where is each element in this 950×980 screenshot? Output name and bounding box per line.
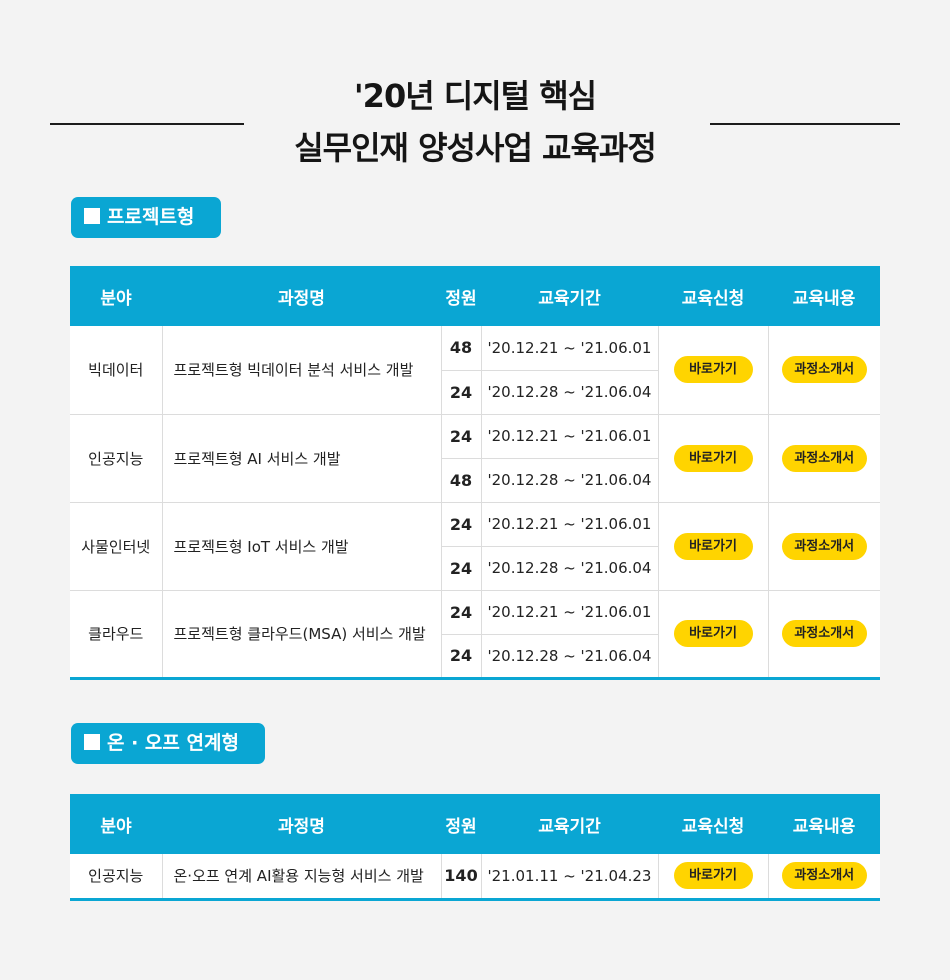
table-row: 24 '20.12.28 ~ '21.06.04 — [70, 633, 880, 680]
course-capacity: 24 — [441, 369, 482, 415]
course-capacity: 48 — [441, 457, 482, 503]
course-period: '20.12.21 ~ '21.06.01 — [480, 413, 659, 459]
course-name: 온·오프 연계 AI활용 지능형 서비스 개발 — [161, 854, 442, 901]
header-period: 교육기간 — [481, 794, 658, 854]
course-brochure-button[interactable]: 과정소개서 — [781, 532, 867, 560]
apply-cell: 바로가기 — [657, 413, 769, 503]
project-course-table: 분야 과정명 정원 교육기간 교육신청 교육내용 빅데이터 프로젝트형 빅데이터… — [70, 266, 880, 680]
course-period: '20.12.21 ~ '21.06.01 — [480, 589, 659, 635]
table-row: 사물인터넷 프로젝트형 IoT 서비스 개발 24 '20.12.21 ~ '2… — [70, 501, 880, 591]
apply-button[interactable]: 바로가기 — [673, 444, 753, 472]
info-cell: 과정소개서 — [767, 854, 880, 901]
course-period: '20.12.28 ~ '21.06.04 — [480, 633, 658, 680]
course-capacity: 24 — [441, 633, 482, 680]
info-cell: 과정소개서 — [767, 326, 880, 415]
course-brochure-button[interactable]: 과정소개서 — [781, 620, 867, 647]
info-cell: 과정소개서 — [767, 589, 880, 680]
apply-cell: 바로가기 — [657, 326, 769, 415]
info-cell: 과정소개서 — [767, 413, 880, 503]
section-tag-label: 프로젝트형 — [107, 206, 195, 228]
course-capacity: 24 — [440, 589, 482, 635]
apply-cell: 바로가기 — [657, 501, 769, 591]
header-info: 교육내용 — [768, 794, 880, 854]
header-info: 교육내용 — [768, 266, 880, 326]
course-period: '20.12.28 ~ '21.06.04 — [480, 545, 658, 591]
header-course-name: 과정명 — [162, 266, 441, 326]
header-period: 교육기간 — [481, 266, 658, 326]
header-course-name: 과정명 — [162, 794, 441, 854]
table-header-row: 분야 과정명 정원 교육기간 교육신청 교육내용 — [70, 794, 880, 854]
info-cell: 과정소개서 — [767, 501, 880, 591]
section-tag-label: 온 · 오프 연계형 — [107, 732, 239, 754]
course-capacity: 24 — [440, 501, 482, 547]
apply-button[interactable]: 바로가기 — [673, 862, 753, 890]
course-field: 인공지능 — [70, 854, 163, 901]
course-field: 빅데이터 — [70, 326, 163, 415]
title-divider-right — [710, 123, 900, 125]
table-row: 인공지능 프로젝트형 AI 서비스 개발 24 '20.12.21 ~ '21.… — [70, 413, 880, 503]
apply-button[interactable]: 바로가기 — [673, 620, 753, 647]
course-period: '21.01.11 ~ '21.04.23 — [480, 854, 659, 901]
apply-button[interactable]: 바로가기 — [673, 356, 753, 384]
table-header-row: 분야 과정명 정원 교육기간 교육신청 교육내용 — [70, 266, 880, 326]
course-name: 프로젝트형 IoT 서비스 개발 — [161, 501, 442, 591]
course-field: 클라우드 — [70, 589, 163, 680]
course-brochure-button[interactable]: 과정소개서 — [781, 356, 867, 384]
section-tag-project: 프로젝트형 — [71, 197, 221, 238]
course-name: 프로젝트형 AI 서비스 개발 — [161, 413, 442, 503]
table-row: 클라우드 프로젝트형 클라우드(MSA) 서비스 개발 24 '20.12.21… — [70, 589, 880, 680]
apply-button[interactable]: 바로가기 — [673, 532, 753, 560]
table-row: 24 '20.12.28 ~ '21.06.04 — [70, 369, 880, 415]
header-field: 분야 — [70, 266, 162, 326]
course-field: 사물인터넷 — [70, 501, 163, 591]
square-icon — [84, 734, 100, 750]
course-period: '20.12.28 ~ '21.06.04 — [480, 369, 658, 415]
header-field: 분야 — [70, 794, 162, 854]
course-name: 프로젝트형 클라우드(MSA) 서비스 개발 — [161, 589, 442, 680]
title-line-1: '20년 디지털 핵심 — [353, 77, 597, 115]
page-title: '20년 디지털 핵심 실무인재 양성사업 교육과정 — [0, 70, 950, 174]
header-capacity: 정원 — [441, 266, 481, 326]
course-capacity: 24 — [441, 545, 482, 591]
header-capacity: 정원 — [441, 794, 481, 854]
apply-cell: 바로가기 — [657, 854, 769, 901]
course-name: 프로젝트형 빅데이터 분석 서비스 개발 — [161, 326, 442, 415]
course-capacity: 48 — [440, 326, 482, 371]
blended-course-table: 분야 과정명 정원 교육기간 교육신청 교육내용 인공지능 온·오프 연계 AI… — [70, 794, 880, 901]
header-apply: 교육신청 — [658, 266, 768, 326]
table-row: 인공지능 온·오프 연계 AI활용 지능형 서비스 개발 140 '21.01.… — [70, 854, 880, 901]
course-period: '20.12.21 ~ '21.06.01 — [480, 326, 659, 371]
section-tag-online-offline: 온 · 오프 연계형 — [71, 723, 265, 764]
course-capacity: 140 — [440, 854, 482, 901]
course-field: 인공지능 — [70, 413, 163, 503]
square-icon — [84, 208, 100, 224]
course-capacity: 24 — [440, 413, 482, 459]
header-apply: 교육신청 — [658, 794, 768, 854]
course-brochure-button[interactable]: 과정소개서 — [781, 444, 867, 472]
apply-cell: 바로가기 — [657, 589, 769, 680]
course-brochure-button[interactable]: 과정소개서 — [781, 862, 867, 890]
table-row: 빅데이터 프로젝트형 빅데이터 분석 서비스 개발 48 '20.12.21 ~… — [70, 326, 880, 415]
course-period: '20.12.28 ~ '21.06.04 — [480, 457, 658, 503]
title-line-2: 실무인재 양성사업 교육과정 — [294, 129, 657, 167]
title-divider-left — [50, 123, 244, 125]
course-period: '20.12.21 ~ '21.06.01 — [480, 501, 659, 547]
